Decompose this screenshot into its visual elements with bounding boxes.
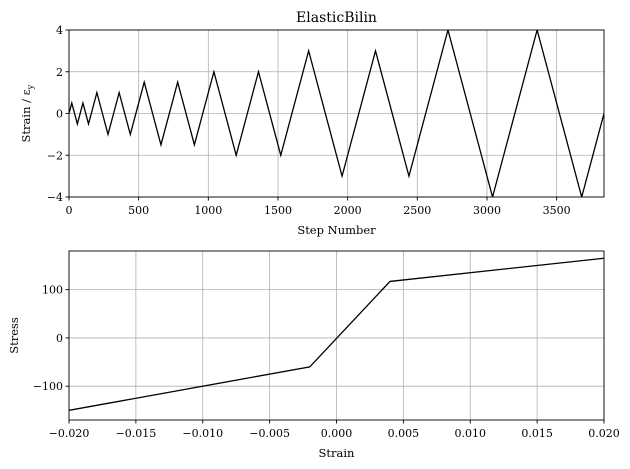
x-tick-label: −0.020	[49, 427, 90, 440]
series-line	[69, 30, 604, 197]
y-tick-label: 100	[42, 284, 63, 297]
x-tick-label: 0.020	[588, 427, 620, 440]
x-tick-label: 0.005	[388, 427, 420, 440]
x-tick-label: 0.015	[521, 427, 553, 440]
x-tick-label: 3500	[543, 204, 571, 217]
x-tick-label: −0.015	[116, 427, 157, 440]
x-tick-label: 2500	[403, 204, 431, 217]
strain-history-panel: 0 500 1000 1500 2000 2500 3000 3500 −4 −2 0 2 4 Elas…	[19, 10, 605, 237]
x-tick-label: 500	[128, 204, 149, 217]
x-axis-label: Step Number	[297, 223, 376, 237]
stress-strain-panel: −0.020 −0.015 −0.010 −0.005 0.000 0.005 0.010 0…	[7, 250, 620, 460]
x-tick-label: 0.010	[455, 427, 487, 440]
y-tick-label: −2	[47, 149, 63, 162]
y-tick-label: −100	[33, 380, 63, 393]
x-tick-label: 0.000	[321, 427, 353, 440]
chart-title: ElasticBilin	[296, 10, 377, 26]
series-line	[69, 257, 604, 411]
y-tick-label: 4	[56, 24, 63, 37]
y-axis-label: Stress	[7, 317, 21, 354]
x-tick-label: 3000	[473, 204, 501, 217]
y-tick-label: −4	[47, 191, 63, 204]
y-tick-label: 0	[56, 108, 63, 121]
x-tick-label: 2000	[334, 204, 362, 217]
y-tick-label: 0	[56, 332, 63, 345]
x-tick-label: 1000	[194, 204, 222, 217]
x-axis-label: Strain	[319, 446, 356, 460]
y-tick-label: 2	[56, 66, 63, 79]
x-tick-label: 1500	[264, 204, 292, 217]
x-tick-label: −0.010	[182, 427, 223, 440]
x-tick-label: −0.005	[249, 427, 290, 440]
y-axis-label: Strain / εy	[19, 84, 36, 142]
x-tick-label: 0	[66, 204, 73, 217]
